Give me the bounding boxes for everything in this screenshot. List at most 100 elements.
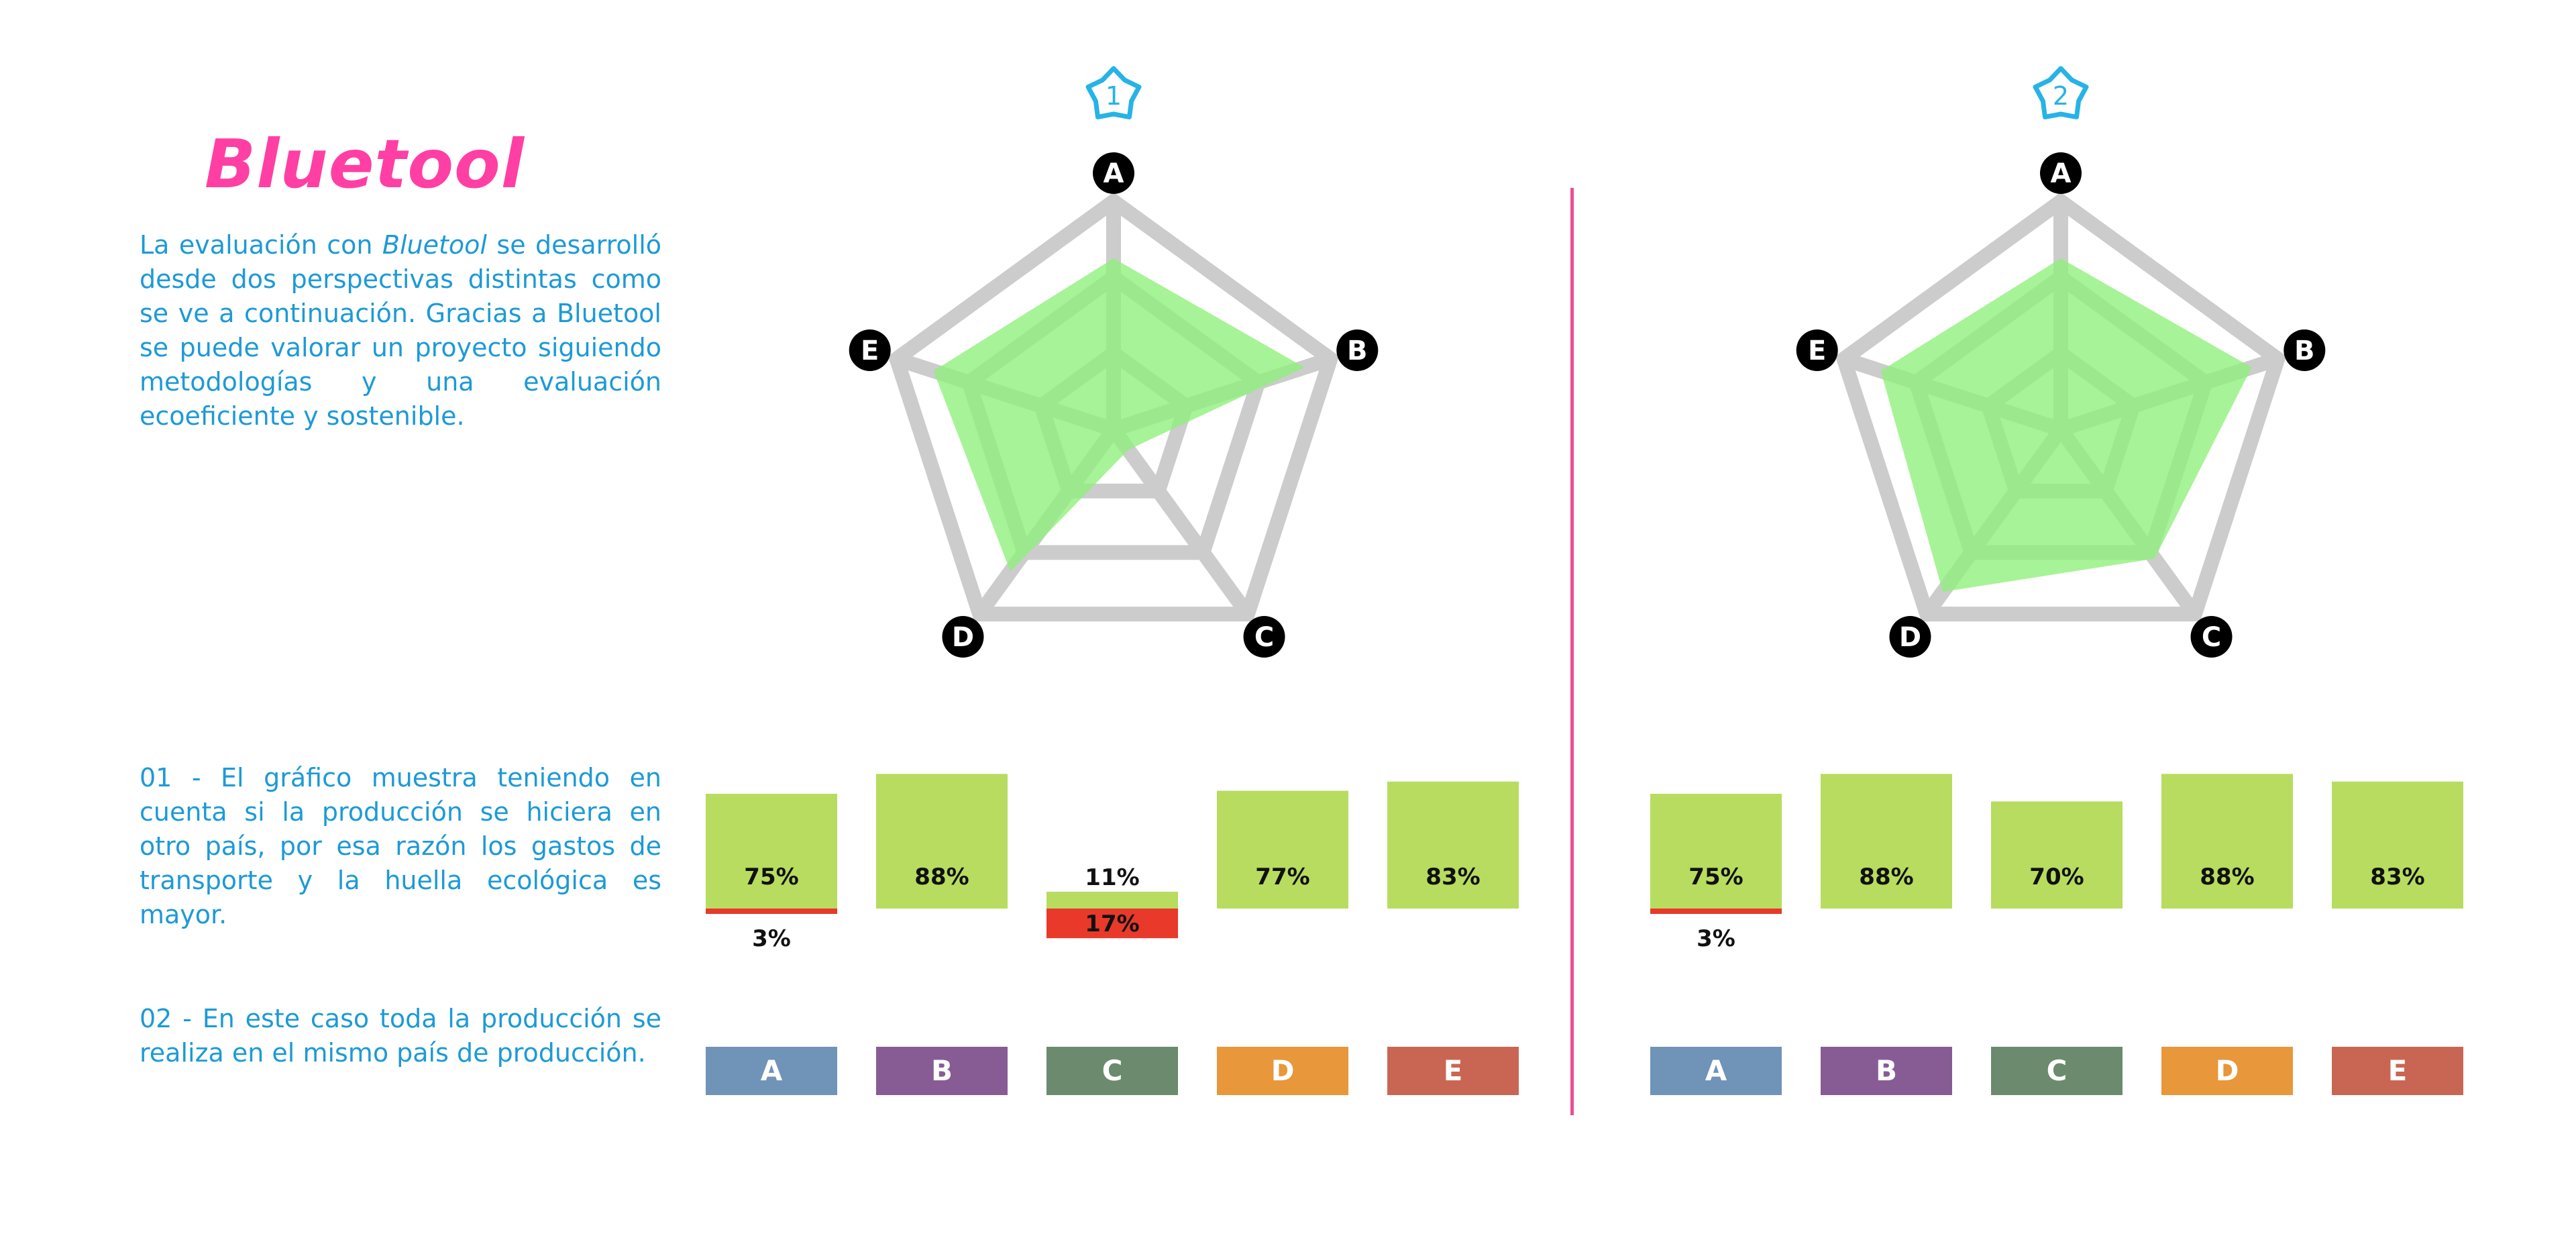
intro-text-brand: Bluetool bbox=[382, 230, 487, 260]
category-box-e: E bbox=[2332, 1047, 2463, 1095]
category-box-b: B bbox=[1821, 1047, 1952, 1095]
radar-axis-marker bbox=[1889, 616, 1931, 658]
category-box-fill bbox=[876, 1047, 1008, 1095]
radar-axis-marker bbox=[1243, 616, 1285, 658]
category-box-label: C bbox=[1102, 1054, 1123, 1087]
bar-value-label: 75% bbox=[1688, 864, 1743, 890]
bar-value-label: 83% bbox=[1426, 864, 1480, 890]
category-box-label: C bbox=[2047, 1054, 2068, 1087]
chart-badge-icon: 2 bbox=[2033, 66, 2089, 119]
bar-positive-b bbox=[1821, 774, 1952, 909]
category-box-label: D bbox=[1271, 1054, 1295, 1087]
bar-negative-a bbox=[1650, 909, 1782, 914]
category-box-a: A bbox=[706, 1047, 837, 1095]
radar-axis-label-a: A bbox=[1093, 152, 1134, 194]
category-box-label: E bbox=[1444, 1054, 1463, 1087]
radar-axis-label-d: D bbox=[942, 616, 984, 658]
category-box-fill bbox=[1821, 1047, 1952, 1095]
bar-value-label: 88% bbox=[1859, 864, 1913, 890]
category-box-c: C bbox=[1046, 1047, 1178, 1095]
chart-divider bbox=[1570, 188, 1574, 1115]
radar-axis-letter: A bbox=[2051, 158, 2072, 189]
radar-series-area bbox=[933, 258, 1305, 572]
radar-axis-letter: D bbox=[952, 622, 974, 653]
intro-text-end: se desarrolló desde dos perspectivas dis… bbox=[140, 230, 661, 431]
chart-badge-number: 2 bbox=[2053, 81, 2069, 111]
chart-1: 1 A B C D E 75% 3% A 88% B 11% 17% C 77% D 83% E bbox=[706, 66, 1519, 1095]
badge-star-icon bbox=[2033, 66, 2089, 119]
category-box-fill bbox=[1387, 1047, 1519, 1095]
category-box-label: E bbox=[2388, 1054, 2408, 1087]
category-box-fill bbox=[2161, 1047, 2293, 1095]
radar-axis-letter: B bbox=[2294, 336, 2315, 366]
category-box-fill bbox=[1046, 1047, 1178, 1095]
bar-positive-b bbox=[876, 774, 1008, 909]
bar-negative-label: 3% bbox=[752, 925, 791, 952]
bar-positive-e bbox=[2332, 781, 2463, 909]
chart-badge-icon: 1 bbox=[1085, 66, 1142, 119]
bar-positive-d bbox=[1217, 790, 1348, 909]
radar-axis-label-b: B bbox=[1336, 329, 1379, 371]
category-box-b: B bbox=[876, 1047, 1008, 1095]
category-box-d: D bbox=[2161, 1047, 2293, 1095]
category-box-fill bbox=[1217, 1047, 1348, 1095]
page-title: Bluetool bbox=[205, 125, 525, 203]
intro-text-start: La evaluación con bbox=[140, 230, 382, 260]
radar-axis-label-e: E bbox=[1796, 329, 1838, 371]
chart-2: 2 A B C D E 75% 3% A 88% B 70% C 88% D 83% E bbox=[1650, 66, 2463, 1095]
category-box-c: C bbox=[1991, 1047, 2123, 1095]
bar-value-label: 70% bbox=[2029, 864, 2084, 890]
radar-axis-marker bbox=[849, 329, 891, 371]
radar-axis-marker bbox=[942, 616, 984, 658]
radar-axis-letter: C bbox=[1254, 622, 1274, 653]
category-box-a: A bbox=[1650, 1047, 1782, 1095]
bar-positive-a bbox=[1650, 794, 1782, 909]
bar-positive-e bbox=[1387, 781, 1519, 909]
bar-negative-a bbox=[706, 909, 837, 914]
bar-positive-c bbox=[1046, 891, 1178, 909]
radar-axis-letter: D bbox=[1899, 622, 1921, 653]
radar-ring bbox=[1835, 192, 2287, 622]
radar-axis-label-c: C bbox=[1243, 616, 1285, 658]
radar-axis-label-b: B bbox=[2284, 329, 2326, 371]
intro-paragraph: La evaluación con Bluetool se desarrolló… bbox=[140, 228, 661, 433]
bar-chart-2: 75% 3% A 88% B 70% C 88% D 83% E bbox=[1650, 774, 2463, 1095]
radar-series-area bbox=[1880, 258, 2252, 593]
bar-value-label: 11% bbox=[1085, 864, 1139, 891]
radar-axis-marker bbox=[1796, 329, 1838, 371]
radar-ring bbox=[888, 192, 1340, 622]
radar-axis-marker bbox=[2284, 329, 2326, 371]
category-box-fill bbox=[706, 1047, 837, 1095]
bar-negative-label: 3% bbox=[1697, 925, 1735, 952]
chart-badge-number: 1 bbox=[1106, 81, 1122, 111]
category-box-label: D bbox=[2216, 1054, 2239, 1087]
radar-axis-letter: C bbox=[2202, 622, 2221, 653]
radar-axis-marker bbox=[1336, 329, 1379, 371]
radar-axis-letter: B bbox=[1347, 336, 1368, 366]
bar-value-label: 88% bbox=[2200, 864, 2254, 890]
note-02: 02 - En este caso toda la producción se … bbox=[140, 1004, 661, 1068]
category-box-e: E bbox=[1387, 1047, 1519, 1095]
bar-positive-d bbox=[2161, 774, 2293, 909]
radar-axis-letter: A bbox=[1104, 158, 1124, 189]
category-box-d: D bbox=[1217, 1047, 1348, 1095]
bar-value-label: 83% bbox=[2370, 864, 2424, 890]
category-box-label: A bbox=[761, 1054, 783, 1087]
bar-positive-a bbox=[706, 794, 837, 909]
radar-axis-letter: E bbox=[1808, 336, 1826, 366]
radar-axis-marker bbox=[2190, 616, 2233, 658]
radar-axis-label-a: A bbox=[2040, 152, 2082, 194]
radar-axis-letter: E bbox=[861, 336, 879, 366]
bar-negative-label: 17% bbox=[1085, 911, 1139, 937]
category-box-fill bbox=[1650, 1047, 1782, 1095]
radar-axis-label-e: E bbox=[849, 329, 891, 371]
category-box-fill bbox=[1991, 1047, 2123, 1095]
radar-axis-marker bbox=[2040, 152, 2082, 194]
bar-value-label: 77% bbox=[1255, 864, 1309, 890]
category-box-label: B bbox=[1876, 1054, 1897, 1087]
category-box-label: A bbox=[1705, 1054, 1727, 1087]
radar-axis-label-d: D bbox=[1889, 616, 1931, 658]
badge-star-icon bbox=[1085, 66, 1142, 119]
bar-negative-c bbox=[1046, 909, 1178, 939]
